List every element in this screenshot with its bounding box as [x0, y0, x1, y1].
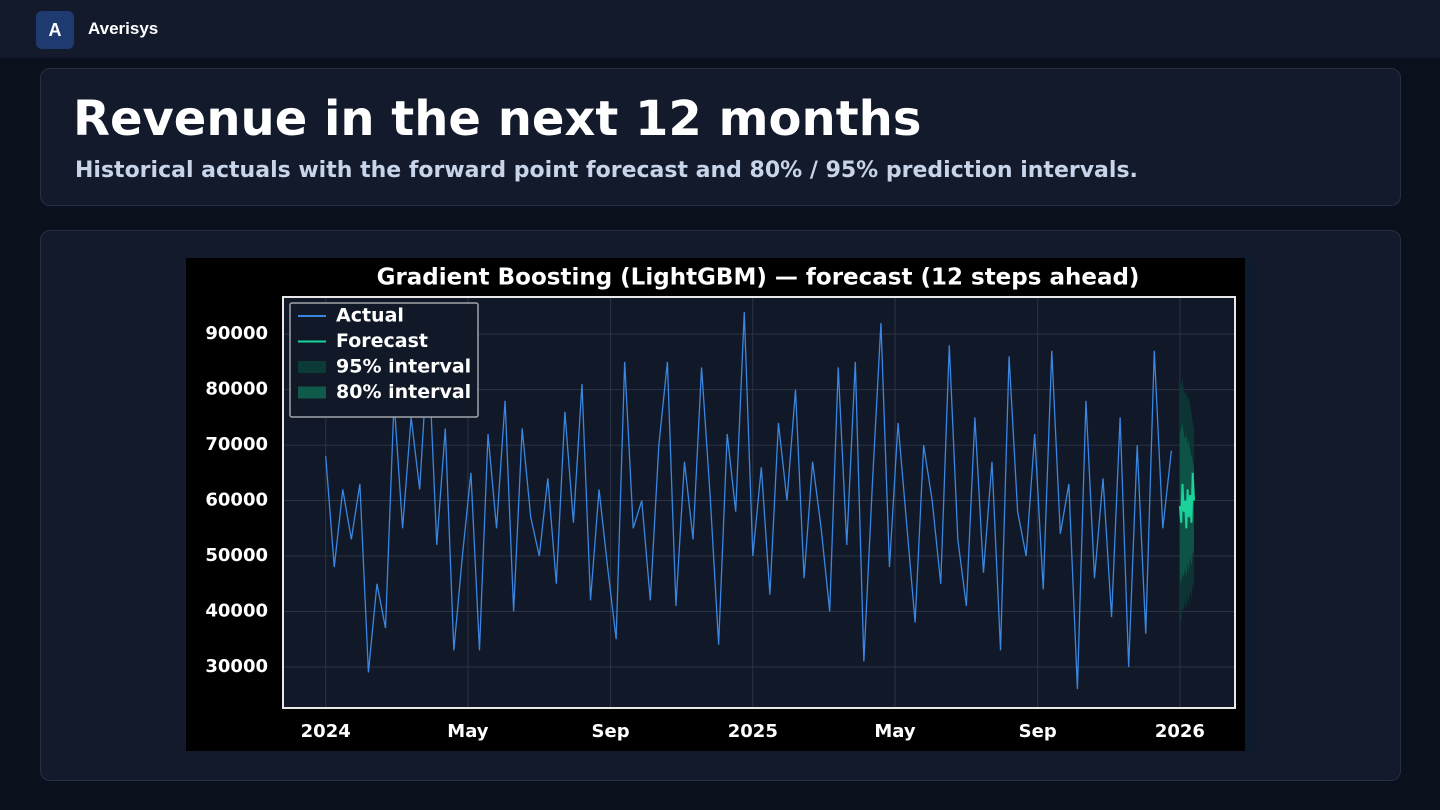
- y-tick-label: 30000: [205, 656, 268, 677]
- y-tick-label: 80000: [205, 379, 268, 400]
- chart-title: Gradient Boosting (LightGBM) — forecast …: [377, 265, 1140, 291]
- y-tick-label: 70000: [205, 434, 268, 455]
- plot-frame: [282, 296, 1236, 709]
- x-tick-label: Sep: [1019, 721, 1057, 742]
- legend-swatch: [298, 386, 326, 399]
- legend: Actual Forecast 95% interval 80% interval: [289, 302, 479, 418]
- brand-badge[interactable]: A: [36, 11, 74, 49]
- legend-box: [289, 302, 479, 418]
- x-tick-label: May: [874, 721, 916, 742]
- legend-swatch: [298, 361, 326, 373]
- legend-label: Actual: [336, 305, 404, 327]
- series-line: [325, 311, 1173, 690]
- x-tick-label: 2026: [1155, 721, 1205, 742]
- y-tick-label: 40000: [205, 600, 268, 621]
- legend-label: 80% interval: [336, 381, 471, 403]
- series-line: [1178, 472, 1195, 529]
- page-subtitle: Historical actuals with the forward poin…: [75, 158, 1138, 183]
- legend-label: 95% interval: [336, 356, 471, 378]
- x-tick-label: 2024: [301, 721, 351, 742]
- y-tick-label: 90000: [205, 323, 268, 344]
- x-tick-label: Sep: [592, 721, 630, 742]
- image-edge: [1245, 258, 1253, 751]
- y-tick-label: 50000: [205, 545, 268, 566]
- y-tick-label: 60000: [205, 490, 268, 511]
- hero-card: Revenue in the next 12 months Historical…: [40, 68, 1401, 206]
- legend-label: Forecast: [336, 330, 428, 352]
- page-title: Revenue in the next 12 months: [73, 91, 922, 147]
- x-tick-label: May: [447, 721, 489, 742]
- x-tick-label: 2025: [728, 721, 778, 742]
- brand-name[interactable]: Averisys: [88, 19, 159, 38]
- chart: Gradient Boosting (LightGBM) — forecast …: [186, 258, 1253, 751]
- top-bar: A Averisys: [0, 0, 1440, 58]
